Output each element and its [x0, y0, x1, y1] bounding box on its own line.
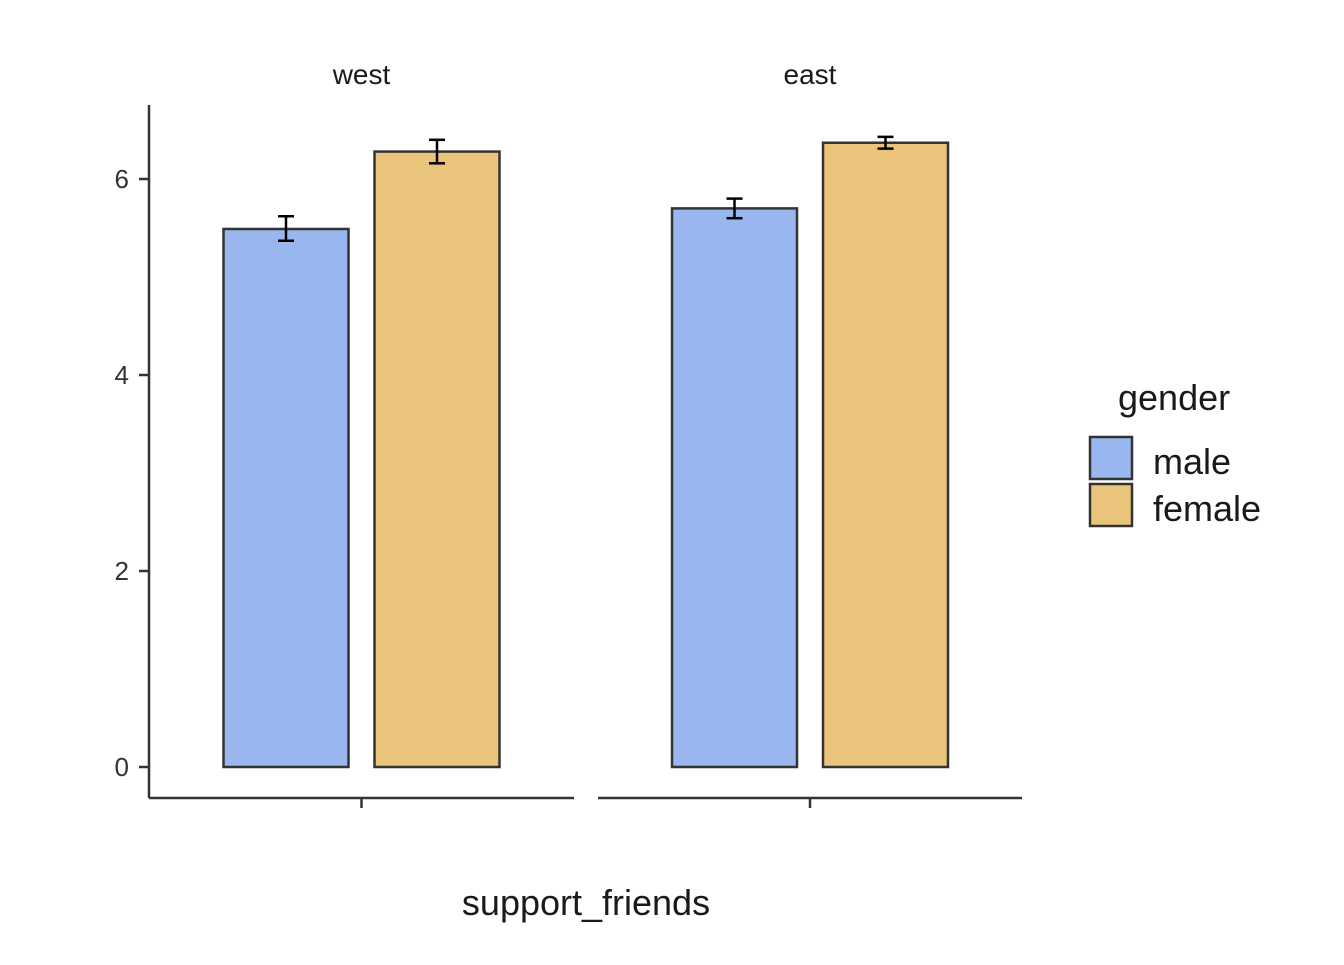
- facet-label-east: east: [784, 59, 837, 90]
- axes-layer: [139, 105, 1022, 808]
- y-tick-label: 6: [115, 164, 129, 194]
- legend-title: gender: [1118, 377, 1230, 418]
- bar-east-male: [670, 207, 799, 769]
- bar-west-male: [222, 227, 350, 769]
- y-tick-label: 0: [115, 752, 129, 782]
- bars-layer: [222, 141, 950, 769]
- errorbar-west-female: [429, 138, 445, 165]
- errorbar-west-male: [278, 214, 294, 242]
- legend-label-male: male: [1153, 441, 1231, 482]
- bar-east-female: [821, 141, 950, 769]
- y-tick-label: 4: [115, 360, 129, 390]
- labels-layer: 0 2 4 6 west east: [115, 59, 837, 782]
- legend-swatch-female: [1088, 482, 1134, 528]
- errorbar-east-male: [726, 197, 743, 220]
- errorbar-east-female: [877, 135, 894, 150]
- legend-label-female: female: [1153, 488, 1261, 529]
- legend-swatch-male: [1088, 435, 1134, 481]
- y-tick-label: 2: [115, 556, 129, 586]
- x-axis-title: support_friends: [462, 882, 710, 923]
- facet-label-west: west: [332, 59, 391, 90]
- bar-west-female: [373, 150, 501, 769]
- errorbars-layer: [278, 135, 894, 242]
